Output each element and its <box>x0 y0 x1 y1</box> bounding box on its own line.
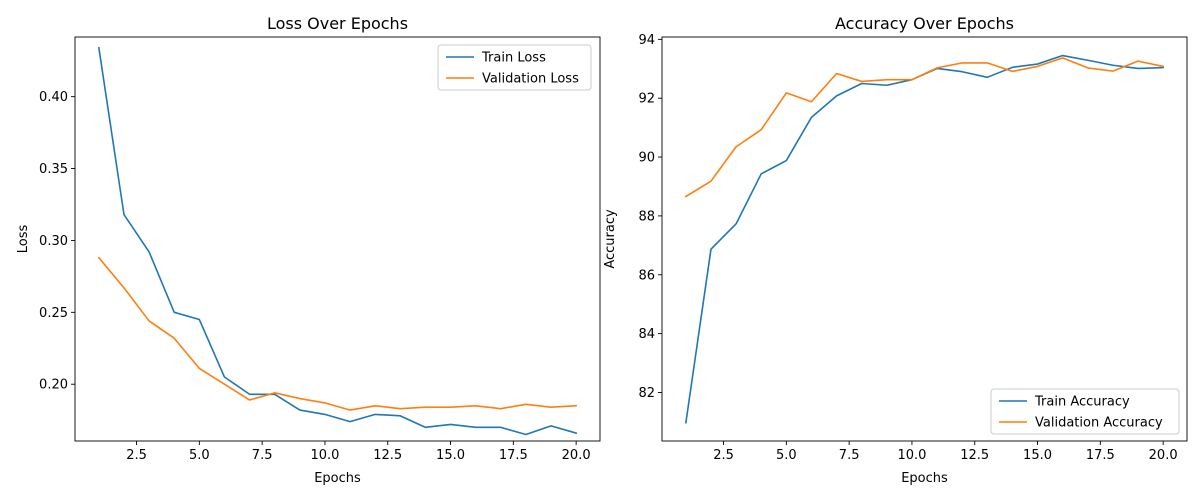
y-tick-label: 90 <box>638 151 655 166</box>
legend: Train Accuracy Validation Accuracy <box>990 388 1180 435</box>
y-tick-label: 94 <box>638 33 655 48</box>
legend-label-1: Validation Accuracy <box>1035 416 1163 431</box>
legend-label-1: Validation Loss <box>482 72 579 87</box>
x-tick-label: 15.0 <box>1023 448 1052 463</box>
series-line-0 <box>684 54 1164 424</box>
loss-chart: Loss Over Epochs 2.5 5.0 7.5 10.0 12.5 15.0 17.… <box>16 14 601 486</box>
x-tick-label: 5.0 <box>189 448 210 463</box>
x-tick-label: 7.5 <box>839 448 860 463</box>
axes-frame <box>74 36 601 442</box>
y-tick-label: 0.20 <box>39 378 68 393</box>
x-tick-label: 17.5 <box>499 448 528 463</box>
y-tick-label: 82 <box>638 386 655 401</box>
chart-title: Loss Over Epochs <box>267 14 408 33</box>
accuracy-chart: Accuracy Over Epochs 2.5 5.0 7.5 10.0 12.5 15.… <box>603 14 1188 486</box>
axes-frame <box>661 36 1188 442</box>
x-tick-label: 10.0 <box>897 448 926 463</box>
x-tick-label: 5.0 <box>776 448 797 463</box>
x-tick-label: 15.0 <box>436 448 465 463</box>
series-line-1 <box>97 256 577 411</box>
y-tick-label: 88 <box>638 209 655 224</box>
x-tick-label: 20.0 <box>1149 448 1178 463</box>
x-axis-label: Epochs <box>901 471 948 486</box>
y-tick-label: 92 <box>638 92 655 107</box>
y-tick-label: 84 <box>638 327 655 342</box>
x-tick-label: 17.5 <box>1086 448 1115 463</box>
x-axis-label: Epochs <box>314 471 361 486</box>
x-tick-label: 2.5 <box>713 448 734 463</box>
chart-title: Accuracy Over Epochs <box>835 14 1014 33</box>
y-tick-label: 0.40 <box>39 90 68 105</box>
y-tick-label: 0.30 <box>39 234 68 249</box>
series-line-1 <box>684 57 1165 198</box>
x-tick-label: 12.5 <box>960 448 989 463</box>
y-tick-label: 0.25 <box>39 306 68 321</box>
y-axis-label: Accuracy <box>603 209 618 269</box>
x-tick-label: 10.0 <box>310 448 339 463</box>
x-tick-label: 20.0 <box>562 448 591 463</box>
legend-label-0: Train Accuracy <box>1034 395 1130 410</box>
legend: Train Loss Validation Loss <box>437 44 592 91</box>
x-tick-label: 2.5 <box>126 448 147 463</box>
x-tick-label: 12.5 <box>373 448 402 463</box>
legend-box <box>990 388 1180 435</box>
y-tick-label: 0.35 <box>39 162 68 177</box>
legend-box <box>437 44 592 91</box>
legend-label-0: Train Loss <box>481 51 546 66</box>
series-line-0 <box>97 46 578 436</box>
x-tick-label: 7.5 <box>252 448 273 463</box>
y-tick-label: 86 <box>638 268 655 283</box>
y-axis-label: Loss <box>16 225 31 254</box>
